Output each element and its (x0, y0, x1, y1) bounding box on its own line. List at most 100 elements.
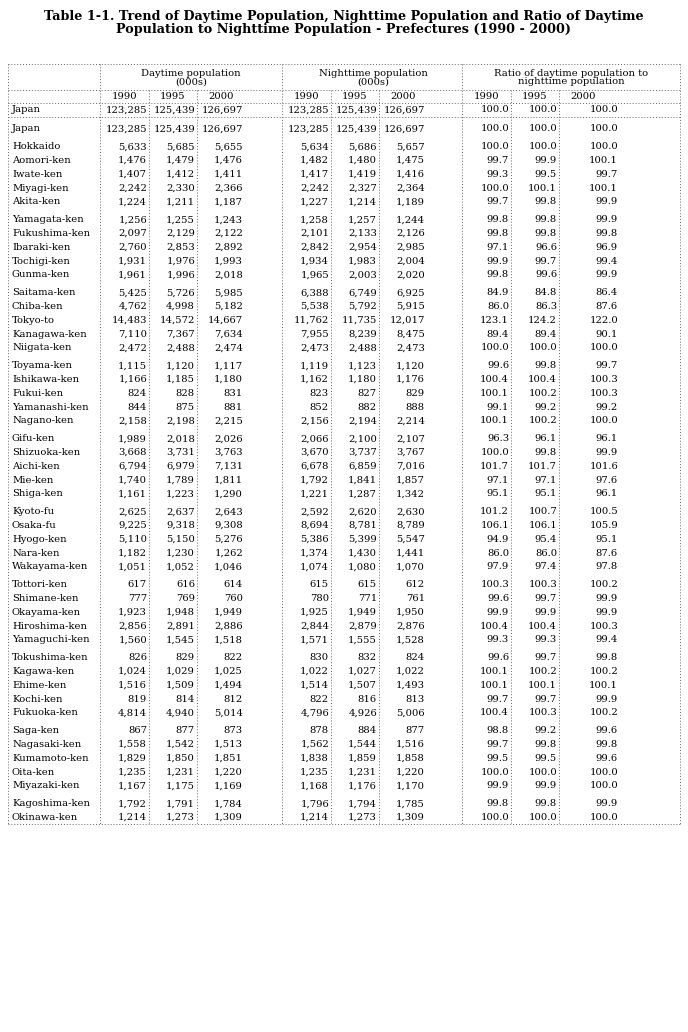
Text: 99.8: 99.8 (596, 229, 618, 238)
Text: 1,792: 1,792 (300, 476, 329, 485)
Text: 99.8: 99.8 (486, 799, 509, 808)
Text: 86.0: 86.0 (487, 302, 509, 311)
Text: Nighttime population: Nighttime population (319, 68, 427, 77)
Text: 100.0: 100.0 (480, 184, 509, 193)
Text: 100.2: 100.2 (589, 667, 618, 676)
Text: 1,262: 1,262 (214, 549, 243, 557)
Text: 5,386: 5,386 (301, 535, 329, 544)
Text: 101.7: 101.7 (528, 461, 557, 471)
Text: 99.9: 99.9 (486, 608, 509, 617)
Text: Fukui-ken: Fukui-ken (12, 389, 63, 397)
Text: 2,004: 2,004 (396, 257, 425, 265)
Text: 1,789: 1,789 (166, 476, 195, 485)
Text: Saga-ken: Saga-ken (12, 727, 59, 735)
Text: 2,003: 2,003 (348, 270, 377, 280)
Text: 99.8: 99.8 (535, 740, 557, 749)
Text: 761: 761 (406, 594, 425, 603)
Text: 99.7: 99.7 (535, 695, 557, 704)
Text: 1,965: 1,965 (300, 270, 329, 280)
Text: 99.6: 99.6 (535, 270, 557, 280)
Text: 2,844: 2,844 (300, 621, 329, 631)
Text: 3,670: 3,670 (301, 448, 329, 457)
Text: 11,735: 11,735 (342, 316, 377, 325)
Text: 1990: 1990 (294, 92, 320, 101)
Text: 5,425: 5,425 (118, 288, 147, 297)
Text: 5,150: 5,150 (166, 535, 195, 544)
Text: 100.0: 100.0 (480, 768, 509, 777)
Text: 1,256: 1,256 (118, 216, 147, 224)
Text: 99.9: 99.9 (596, 594, 618, 603)
Text: 99.7: 99.7 (535, 653, 557, 663)
Text: 86.3: 86.3 (535, 302, 557, 311)
Text: 6,678: 6,678 (301, 461, 329, 471)
Text: 1,070: 1,070 (396, 562, 425, 572)
Text: 830: 830 (310, 653, 329, 663)
Text: 95.1: 95.1 (486, 489, 509, 498)
Text: 99.9: 99.9 (486, 257, 509, 265)
Text: 100.0: 100.0 (589, 416, 618, 425)
Text: 100.2: 100.2 (528, 667, 557, 676)
Text: 616: 616 (176, 580, 195, 589)
Text: 1,022: 1,022 (396, 667, 425, 676)
Text: 1,480: 1,480 (348, 156, 377, 165)
Text: 6,749: 6,749 (348, 288, 377, 297)
Text: Shiga-ken: Shiga-ken (12, 489, 63, 498)
Text: 816: 816 (358, 695, 377, 704)
Text: Shimane-ken: Shimane-ken (12, 594, 78, 603)
Text: 5,657: 5,657 (396, 142, 425, 152)
Text: Akita-ken: Akita-ken (12, 197, 61, 206)
Text: 100.1: 100.1 (589, 156, 618, 165)
Text: 100.0: 100.0 (480, 142, 509, 152)
Text: 1,850: 1,850 (166, 753, 195, 763)
Text: 882: 882 (358, 402, 377, 412)
Text: 2,879: 2,879 (348, 621, 377, 631)
Text: 96.6: 96.6 (535, 243, 557, 252)
Text: 100.1: 100.1 (589, 184, 618, 193)
Text: 1,950: 1,950 (396, 608, 425, 617)
Text: 2,473: 2,473 (396, 344, 425, 352)
Text: 1,117: 1,117 (214, 361, 243, 370)
Text: 95.1: 95.1 (596, 535, 618, 544)
Text: 2000: 2000 (570, 92, 596, 101)
Text: 97.1: 97.1 (486, 243, 509, 252)
Text: 5,792: 5,792 (348, 302, 377, 311)
Text: 2,122: 2,122 (214, 229, 243, 238)
Text: 1,516: 1,516 (118, 681, 147, 689)
Text: 100.1: 100.1 (480, 389, 509, 397)
Text: 2,472: 2,472 (118, 344, 147, 352)
Text: 100.4: 100.4 (480, 708, 509, 717)
Text: 2,133: 2,133 (348, 229, 377, 238)
Text: 2,097: 2,097 (118, 229, 147, 238)
Text: 5,276: 5,276 (215, 535, 243, 544)
Text: 96.1: 96.1 (535, 434, 557, 443)
Text: 1,224: 1,224 (118, 197, 147, 206)
Text: 1,167: 1,167 (118, 781, 147, 791)
Text: 100.0: 100.0 (528, 813, 557, 823)
Text: Ibaraki-ken: Ibaraki-ken (12, 243, 70, 252)
Text: 1,255: 1,255 (166, 216, 195, 224)
Text: Fukuoka-ken: Fukuoka-ken (12, 708, 78, 717)
Text: Miyagi-ken: Miyagi-ken (12, 184, 69, 193)
Text: Japan: Japan (12, 125, 41, 133)
Text: 99.6: 99.6 (487, 361, 509, 370)
Text: 1,287: 1,287 (348, 489, 377, 498)
Text: 100.1: 100.1 (528, 681, 557, 689)
Text: 9,308: 9,308 (214, 521, 243, 530)
Text: 1,791: 1,791 (166, 799, 195, 808)
Text: 1,794: 1,794 (348, 799, 377, 808)
Text: 99.7: 99.7 (486, 695, 509, 704)
Text: 614: 614 (224, 580, 243, 589)
Text: Yamagata-ken: Yamagata-ken (12, 216, 84, 224)
Text: 831: 831 (224, 389, 243, 397)
Text: 126,697: 126,697 (384, 105, 425, 115)
Text: Mie-ken: Mie-ken (12, 476, 54, 485)
Text: 1,545: 1,545 (166, 636, 195, 644)
Text: 5,915: 5,915 (396, 302, 425, 311)
Text: 99.8: 99.8 (535, 229, 557, 238)
Text: 615: 615 (358, 580, 377, 589)
Text: 878: 878 (310, 727, 329, 735)
Text: 101.6: 101.6 (589, 461, 618, 471)
Text: 1,476: 1,476 (118, 156, 147, 165)
Text: 1,119: 1,119 (300, 361, 329, 370)
Text: 125,439: 125,439 (153, 105, 195, 115)
